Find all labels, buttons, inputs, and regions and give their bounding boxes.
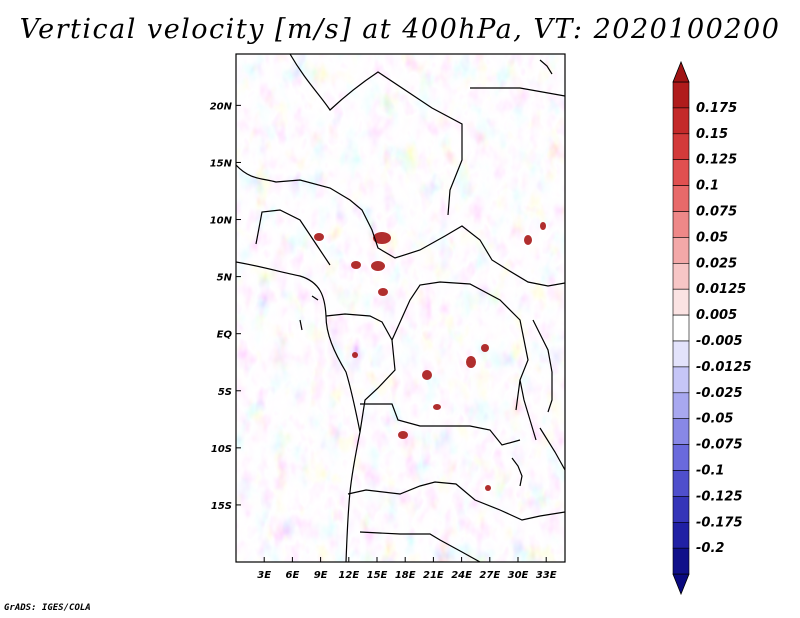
lat-label: 5S xyxy=(218,387,232,398)
map-frame xyxy=(235,53,566,563)
colorbar-label: 0.175 xyxy=(696,101,737,116)
colorbar-label: -0.05 xyxy=(696,412,733,427)
map-panel xyxy=(236,54,565,562)
colorbar-segment xyxy=(672,444,690,471)
lon-label: 24E xyxy=(451,570,472,581)
axis-ticks xyxy=(236,104,547,562)
lat-label: 10S xyxy=(211,444,232,455)
chart-title: Vertical velocity [m/s] at 400hPa, VT: 2… xyxy=(19,14,781,45)
lon-label: 21E xyxy=(423,570,444,581)
colorbar-label: -0.025 xyxy=(696,386,743,401)
lat-label: 10N xyxy=(210,216,233,227)
colorbar-segment xyxy=(672,314,690,342)
lat-label: EQ xyxy=(217,330,233,341)
colorbar-label: 0.005 xyxy=(696,308,737,323)
colorbar-label: -0.175 xyxy=(696,515,743,530)
colorbar-segment xyxy=(672,418,690,445)
colorbar-segment xyxy=(672,237,690,264)
lon-label: 18E xyxy=(395,570,416,581)
colorbar-segment xyxy=(672,288,690,316)
colorbar-label: 0.025 xyxy=(696,256,737,271)
colorbar-segment xyxy=(672,262,690,290)
lon-label: 27E xyxy=(479,570,500,581)
colorbar-segment xyxy=(672,366,690,394)
lon-label: 3E xyxy=(257,570,271,581)
velocity-field xyxy=(236,54,565,562)
lat-label: 5N xyxy=(217,273,233,284)
colorbar-label: -0.0125 xyxy=(696,360,752,375)
lon-label: 15E xyxy=(367,570,388,581)
coastlines-borders xyxy=(236,54,565,562)
lon-label: 30E xyxy=(508,570,529,581)
colorbar-label: 0.075 xyxy=(696,205,737,220)
colorbar-label: -0.125 xyxy=(696,489,743,504)
colorbar-label: 0.1 xyxy=(696,179,719,194)
lat-label: 20N xyxy=(210,101,233,112)
colorbar-segment xyxy=(672,107,690,135)
colorbar-segment xyxy=(672,185,690,212)
lon-label: 12E xyxy=(338,570,359,581)
colorbar-label: 0.15 xyxy=(696,127,728,142)
grads-credit: GrADS: IGES/COLA xyxy=(4,603,91,613)
colorbar-segment xyxy=(672,521,690,549)
colorbar-segment xyxy=(672,340,690,368)
colorbar-labels: 0.175 0.15 0.125 0.1 0.075 0.05 0.025 0.… xyxy=(696,101,752,556)
colorbar-label: 0.0125 xyxy=(696,282,746,297)
colorbar-segment xyxy=(672,211,690,238)
colorbar-label: -0.1 xyxy=(696,464,724,479)
colorbar xyxy=(672,60,690,596)
lat-axis: 20N 15N 10N 5N EQ 5S 10S 15S xyxy=(210,101,233,512)
colorbar-segment xyxy=(672,392,690,419)
colorbar-label: -0.005 xyxy=(696,334,743,349)
lon-label: 6E xyxy=(286,570,300,581)
lon-label: 33E xyxy=(536,570,557,581)
lon-label: 9E xyxy=(314,570,328,581)
colorbar-segment xyxy=(672,547,690,575)
colorbar-segment xyxy=(672,496,690,523)
colorbar-label: -0.075 xyxy=(696,438,743,453)
colorbar-segment xyxy=(672,81,690,109)
lon-axis: 3E 6E 9E 12E 15E 18E 21E 24E 27E 30E 33E xyxy=(257,570,556,581)
colorbar-min-triangle xyxy=(672,573,690,596)
colorbar-label: 0.125 xyxy=(696,153,737,168)
colorbar-label: -0.2 xyxy=(696,541,724,556)
colorbar-max-triangle xyxy=(672,60,690,83)
colorbar-segment xyxy=(672,470,690,497)
colorbar-segment xyxy=(672,159,690,186)
colorbar-label: 0.05 xyxy=(696,230,728,245)
lat-label: 15S xyxy=(211,501,232,512)
colorbar-segment xyxy=(672,133,690,161)
updraft-cells xyxy=(314,222,546,491)
lat-label: 15N xyxy=(210,158,233,169)
